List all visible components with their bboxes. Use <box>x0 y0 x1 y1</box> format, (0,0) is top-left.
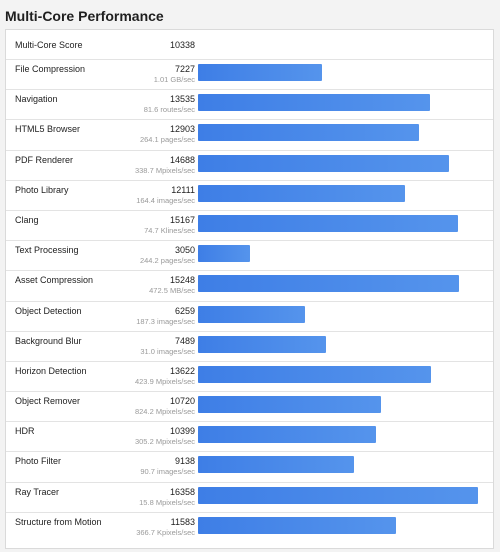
benchmark-row: File Compression 7227 1.01 GB/sec <box>6 60 493 91</box>
benchmark-row: Clang 15167 74.7 Klines/sec <box>6 211 493 242</box>
benchmark-bar <box>198 184 405 202</box>
benchmark-bar <box>198 305 305 323</box>
benchmark-name: Navigation <box>15 94 58 105</box>
benchmark-rate: 264.1 pages/sec <box>139 135 195 145</box>
benchmark-row: PDF Renderer 14688 338.7 Mpixels/sec <box>6 151 493 181</box>
benchmark-name: Photo Filter <box>15 456 62 467</box>
benchmark-row: Horizon Detection 13622 423.9 Mpixels/sec <box>6 362 493 393</box>
benchmark-bar <box>198 516 396 534</box>
benchmark-score: 12111 <box>171 184 195 195</box>
benchmark-row: Background Blur 7489 31.0 images/sec <box>6 332 493 362</box>
benchmark-rate: 81.6 routes/sec <box>143 105 195 115</box>
benchmark-rate: 31.0 images/sec <box>140 346 195 356</box>
benchmark-score: 13535 <box>169 94 195 105</box>
benchmark-score: 10720 <box>169 396 195 407</box>
benchmark-score: 15248 <box>169 275 195 286</box>
benchmark-score: 3050 <box>174 245 195 256</box>
benchmark-name: HDR <box>15 426 35 437</box>
benchmark-bar <box>198 124 419 142</box>
benchmark-row: Text Processing 3050 244.2 pages/sec <box>6 241 493 272</box>
benchmark-rate: 90.7 images/sec <box>140 467 195 477</box>
benchmark-name: PDF Renderer <box>15 154 74 165</box>
score-value: 10338 <box>169 40 195 50</box>
benchmark-rate: 1.01 GB/sec <box>153 75 195 84</box>
benchmark-score: 7489 <box>174 335 195 346</box>
benchmark-bar <box>198 64 322 81</box>
benchmark-row: Asset Compression 15248 472.5 MB/sec <box>6 271 493 302</box>
benchmark-bar <box>198 245 250 263</box>
benchmark-name: Horizon Detection <box>15 365 87 376</box>
benchmark-rate: 74.7 Klines/sec <box>144 225 195 235</box>
benchmark-bar <box>198 365 431 383</box>
multi-core-score-row: Multi-Core Score 10338 <box>6 30 493 60</box>
benchmark-row: Photo Filter 9138 90.7 images/sec <box>6 452 493 483</box>
benchmark-score: 15167 <box>169 214 195 225</box>
benchmark-name: Clang <box>15 214 39 225</box>
benchmark-score: 11583 <box>170 516 195 527</box>
benchmark-bar <box>198 275 459 293</box>
benchmark-score: 16358 <box>169 486 195 497</box>
benchmark-row: Ray Tracer 16358 15.8 Mpixels/sec <box>6 483 493 513</box>
benchmark-bar <box>198 426 376 444</box>
benchmark-row: HTML5 Browser 12903 264.1 pages/sec <box>6 120 493 151</box>
benchmark-rate: 472.5 MB/sec <box>149 286 195 296</box>
benchmark-rate: 15.8 Mpixels/sec <box>139 497 195 507</box>
benchmark-score: 10399 <box>169 426 195 437</box>
benchmark-rate: 187.3 images/sec <box>136 316 195 326</box>
benchmark-name: Object Detection <box>15 305 82 316</box>
benchmark-list: File Compression 7227 1.01 GB/sec Navigatio… <box>6 60 493 543</box>
benchmark-name: HTML5 Browser <box>15 124 81 135</box>
benchmark-name: Text Processing <box>15 245 79 256</box>
benchmark-name: Ray Tracer <box>15 486 60 497</box>
benchmark-rate: 164.4 images/sec <box>136 195 195 205</box>
results-table: Multi-Core Score 10338 File Compression 7… <box>5 29 494 549</box>
benchmark-row: Object Detection 6259 187.3 images/sec <box>6 302 493 332</box>
benchmark-name: Object Remover <box>15 396 81 407</box>
benchmark-bar <box>198 214 458 232</box>
benchmark-row: Structure from Motion 11583 366.7 Kpixels/… <box>6 513 493 543</box>
benchmark-bar <box>198 456 354 474</box>
benchmark-bar <box>198 94 430 112</box>
benchmark-name: Background Blur <box>15 335 82 346</box>
benchmark-rate: 423.9 Mpixels/sec <box>134 376 195 386</box>
benchmark-name: File Compression <box>15 64 86 74</box>
benchmark-bar <box>198 396 381 414</box>
benchmark-rate: 824.2 Mpixels/sec <box>134 407 195 417</box>
benchmark-score: 14688 <box>169 154 195 165</box>
benchmark-row: Navigation 13535 81.6 routes/sec <box>6 90 493 121</box>
benchmark-score: 9138 <box>174 456 195 467</box>
benchmark-score: 12903 <box>169 124 195 135</box>
benchmark-row: HDR 10399 305.2 Mpixels/sec <box>6 422 493 453</box>
benchmark-name: Asset Compression <box>15 275 94 286</box>
benchmark-rate: 305.2 Mpixels/sec <box>134 437 195 447</box>
benchmark-bar <box>198 154 449 172</box>
benchmark-name: Structure from Motion <box>15 516 102 527</box>
score-label: Multi-Core Score <box>15 40 83 50</box>
benchmark-bar <box>198 335 326 353</box>
benchmark-name: Photo Library <box>15 184 69 195</box>
benchmark-rate: 366.7 Kpixels/sec <box>136 527 195 537</box>
benchmark-score: 7227 <box>174 64 195 74</box>
benchmark-score: 13622 <box>169 365 195 376</box>
benchmark-bar <box>198 486 478 504</box>
benchmark-row: Object Remover 10720 824.2 Mpixels/sec <box>6 392 493 423</box>
benchmark-rate: 244.2 pages/sec <box>139 256 195 266</box>
benchmark-row: Photo Library 12111 164.4 images/sec <box>6 181 493 211</box>
benchmark-score: 6259 <box>174 305 195 316</box>
page-title: Multi-Core Performance <box>5 8 164 24</box>
benchmark-rate: 338.7 Mpixels/sec <box>134 165 195 175</box>
